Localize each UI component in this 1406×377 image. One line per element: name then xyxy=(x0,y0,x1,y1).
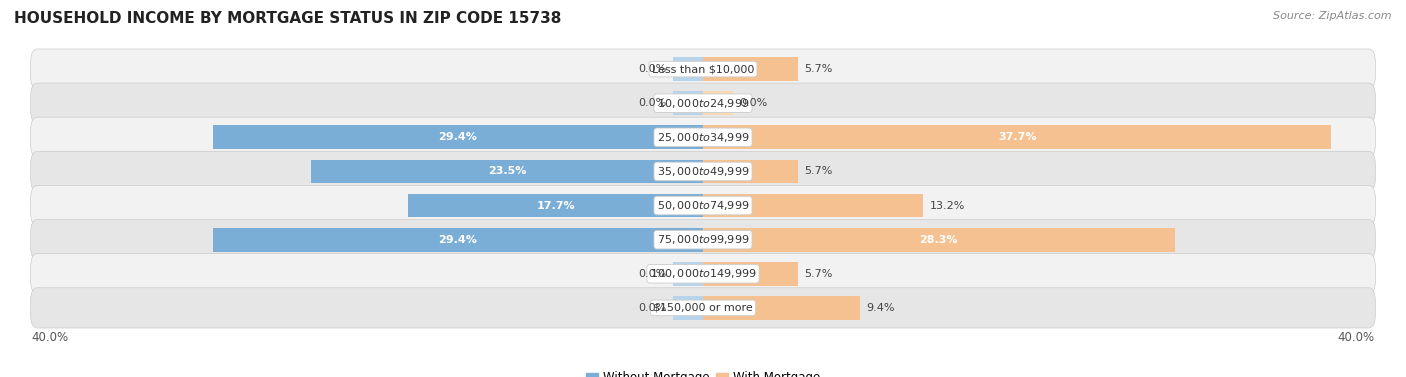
Text: 28.3%: 28.3% xyxy=(920,234,957,245)
Text: 9.4%: 9.4% xyxy=(866,303,894,313)
Bar xyxy=(673,91,703,115)
Text: $75,000 to $99,999: $75,000 to $99,999 xyxy=(657,233,749,246)
Bar xyxy=(408,194,703,218)
Text: HOUSEHOLD INCOME BY MORTGAGE STATUS IN ZIP CODE 15738: HOUSEHOLD INCOME BY MORTGAGE STATUS IN Z… xyxy=(14,11,561,26)
Bar xyxy=(673,262,703,286)
Text: 40.0%: 40.0% xyxy=(1337,331,1375,344)
FancyBboxPatch shape xyxy=(31,185,1375,226)
FancyBboxPatch shape xyxy=(31,151,1375,192)
Bar xyxy=(703,194,922,218)
Text: Less than $10,000: Less than $10,000 xyxy=(652,64,754,74)
Bar xyxy=(214,126,703,149)
Text: 37.7%: 37.7% xyxy=(998,132,1036,143)
Text: Source: ZipAtlas.com: Source: ZipAtlas.com xyxy=(1274,11,1392,21)
Text: $35,000 to $49,999: $35,000 to $49,999 xyxy=(657,165,749,178)
Legend: Without Mortgage, With Mortgage: Without Mortgage, With Mortgage xyxy=(581,366,825,377)
Text: 5.7%: 5.7% xyxy=(804,166,832,176)
Text: $150,000 or more: $150,000 or more xyxy=(654,303,752,313)
Bar xyxy=(311,159,703,183)
Text: 40.0%: 40.0% xyxy=(31,331,69,344)
FancyBboxPatch shape xyxy=(31,83,1375,123)
Text: 13.2%: 13.2% xyxy=(929,201,965,211)
Bar xyxy=(703,126,1331,149)
Text: 0.0%: 0.0% xyxy=(638,98,666,108)
FancyBboxPatch shape xyxy=(31,49,1375,89)
Bar xyxy=(214,228,703,251)
Text: 17.7%: 17.7% xyxy=(536,201,575,211)
FancyBboxPatch shape xyxy=(31,288,1375,328)
Text: 23.5%: 23.5% xyxy=(488,166,526,176)
FancyBboxPatch shape xyxy=(31,117,1375,158)
Text: 0.0%: 0.0% xyxy=(638,269,666,279)
Bar xyxy=(703,262,799,286)
FancyBboxPatch shape xyxy=(31,254,1375,294)
Bar xyxy=(673,57,703,81)
Text: 0.0%: 0.0% xyxy=(638,64,666,74)
Bar xyxy=(703,296,859,320)
Text: $100,000 to $149,999: $100,000 to $149,999 xyxy=(650,267,756,280)
Bar xyxy=(703,57,799,81)
Text: 29.4%: 29.4% xyxy=(439,234,478,245)
Bar xyxy=(673,296,703,320)
Text: $50,000 to $74,999: $50,000 to $74,999 xyxy=(657,199,749,212)
Bar xyxy=(703,159,799,183)
Text: $25,000 to $34,999: $25,000 to $34,999 xyxy=(657,131,749,144)
Text: 0.0%: 0.0% xyxy=(638,303,666,313)
FancyBboxPatch shape xyxy=(31,219,1375,260)
Text: 5.7%: 5.7% xyxy=(804,64,832,74)
Text: 0.0%: 0.0% xyxy=(740,98,768,108)
Text: 29.4%: 29.4% xyxy=(439,132,478,143)
Text: 5.7%: 5.7% xyxy=(804,269,832,279)
Bar xyxy=(703,228,1174,251)
Text: $10,000 to $24,999: $10,000 to $24,999 xyxy=(657,97,749,110)
Bar xyxy=(703,91,733,115)
